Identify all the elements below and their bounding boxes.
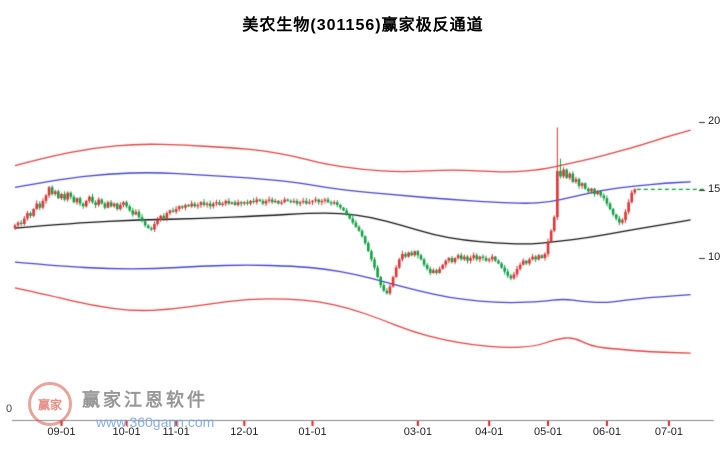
y-axis-label: 10 bbox=[708, 251, 721, 263]
x-axis-label: 01-01 bbox=[298, 426, 327, 438]
x-axis-label: 04-01 bbox=[475, 426, 504, 438]
watermark: 赢家 赢家江恩软件 www.360gann.com bbox=[28, 382, 214, 430]
x-axis-label: 07-01 bbox=[654, 426, 683, 438]
x-axis-label: 05-01 bbox=[533, 426, 563, 438]
watermark-brand: 赢家江恩软件 bbox=[82, 390, 208, 410]
x-axis-label: 11-01 bbox=[162, 426, 190, 438]
watermark-text: 赢家江恩软件 www.360gann.com bbox=[82, 382, 214, 430]
y-axis-label: 20 bbox=[708, 115, 721, 127]
x-axis-label: 10-01 bbox=[112, 426, 141, 438]
y-axis-label: 15 bbox=[708, 183, 721, 195]
x-axis-label: 12-01 bbox=[230, 426, 259, 438]
x-axis-label: 06-01 bbox=[592, 426, 621, 438]
winner-gann-logo-icon: 赢家 bbox=[28, 382, 72, 426]
watermark-url: www.360gann.com bbox=[96, 414, 215, 430]
x-axis-label: 03-01 bbox=[403, 426, 432, 438]
logo-text: 赢家 bbox=[37, 397, 62, 412]
chart-title: 美农生物(301156)赢家极反通道 bbox=[242, 17, 484, 34]
axis-origin-label: 0 bbox=[6, 403, 13, 415]
x-axis-label: 09-01 bbox=[47, 426, 76, 438]
